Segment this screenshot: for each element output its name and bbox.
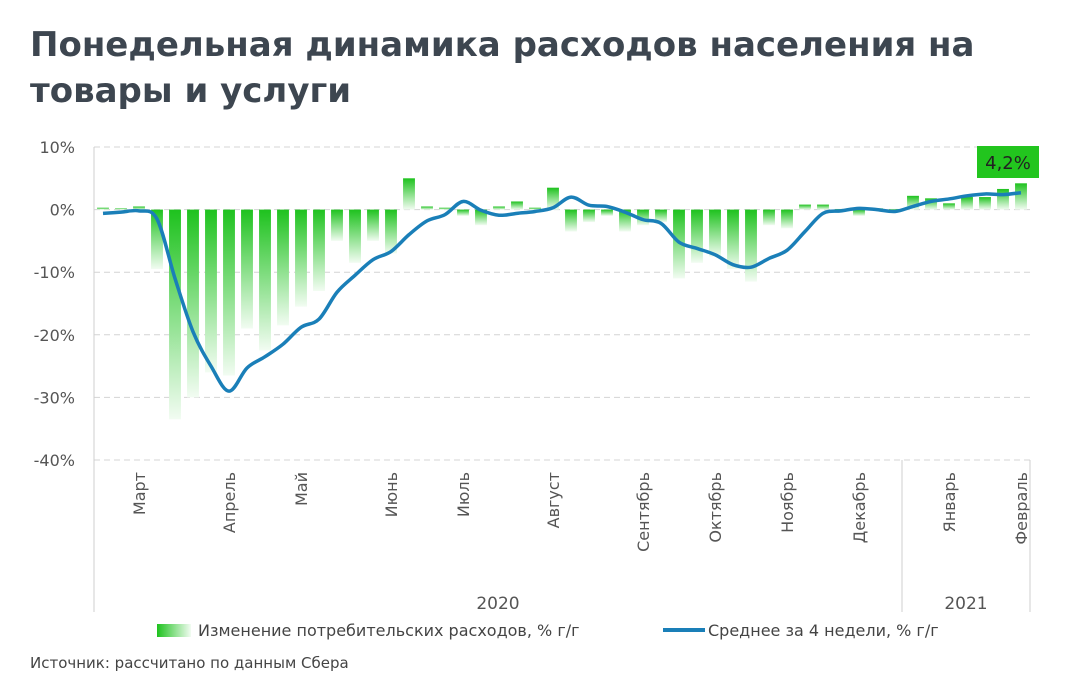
bar	[439, 207, 451, 210]
x-month-label: Июнь	[382, 472, 401, 517]
bar	[529, 207, 541, 210]
legend: Изменение потребительских расходов, % г/…	[157, 621, 939, 640]
chart-canvas: 10% 0% -10% -20% -30% -40% Март Апрель Май Июнь И…	[34, 138, 1039, 640]
bar	[187, 209, 199, 398]
bar	[241, 209, 253, 329]
bar	[619, 209, 631, 232]
bar	[817, 204, 829, 210]
x-axis: Март Апрель Май Июнь Июль Август Сентябрь Октяб…	[130, 460, 1031, 614]
source-note: Источник: рассчитано по данным Сбера	[30, 654, 349, 672]
bar	[331, 209, 343, 241]
y-tick-label: -10%	[34, 263, 75, 282]
x-month-label: Октябрь	[706, 472, 725, 543]
bar	[205, 209, 217, 373]
legend-swatch-bars	[157, 624, 191, 637]
x-month-label: Август	[544, 472, 563, 528]
bar	[979, 197, 991, 210]
x-month-label: Май	[292, 472, 311, 506]
bar	[313, 209, 325, 291]
legend-label-bars: Изменение потребительских расходов, % г/…	[198, 621, 580, 640]
bar	[745, 209, 757, 282]
x-month-label: Февраль	[1012, 472, 1031, 545]
bar	[709, 209, 721, 257]
avg-line	[102, 190, 1022, 393]
y-tick-label: 0%	[50, 201, 75, 220]
bar	[583, 209, 595, 223]
bar	[943, 203, 955, 210]
bar	[763, 209, 775, 226]
bar	[781, 209, 793, 229]
x-month-label: Июль	[454, 472, 473, 517]
bar	[547, 187, 559, 210]
bar	[367, 209, 379, 241]
bar	[493, 206, 505, 210]
bar	[1015, 183, 1027, 210]
bar	[925, 198, 937, 210]
x-month-label: Сентябрь	[634, 472, 653, 552]
y-tick-label: -30%	[34, 388, 75, 407]
bar	[277, 209, 289, 326]
y-tick-label: 10%	[39, 138, 75, 157]
bar	[475, 209, 487, 226]
annotation-label: 4,2%	[985, 153, 1031, 174]
x-month-label: Апрель	[220, 472, 239, 533]
bar	[691, 209, 703, 263]
bar	[853, 209, 865, 216]
last-value-annotation: 4,2%	[977, 146, 1039, 178]
bar	[223, 209, 235, 376]
bar	[169, 209, 181, 420]
bar	[151, 209, 163, 270]
bar	[961, 197, 973, 210]
legend-label-line: Среднее за 4 недели, % г/г	[708, 621, 939, 640]
bar	[601, 209, 613, 216]
bar	[511, 201, 523, 210]
bar	[385, 209, 397, 254]
y-axis: 10% 0% -10% -20% -30% -40%	[34, 138, 95, 612]
bar	[295, 209, 307, 307]
annotation-box	[977, 146, 1039, 178]
bar	[637, 209, 649, 226]
chart-title: Понедельная динамика расходов населения …	[30, 25, 975, 111]
x-month-label: Март	[130, 472, 149, 515]
bar	[997, 188, 1009, 210]
x-month-label: Декабрь	[850, 472, 869, 543]
line-series	[102, 190, 1022, 393]
bar	[457, 209, 469, 216]
y-tick-label: -20%	[34, 326, 75, 345]
bar	[421, 206, 433, 210]
y-tick-label: -40%	[34, 451, 75, 470]
x-month-label: Ноябрь	[778, 472, 797, 533]
bar	[655, 209, 667, 223]
bar	[97, 207, 109, 210]
x-year-label: 2021	[944, 594, 987, 614]
bar	[799, 204, 811, 210]
bar	[349, 209, 361, 263]
x-month-label: Январь	[940, 472, 959, 532]
bar	[259, 209, 271, 351]
bar	[115, 208, 127, 210]
x-year-label: 2020	[476, 594, 519, 614]
bar	[565, 209, 577, 232]
bar	[727, 209, 739, 270]
bar	[907, 195, 919, 210]
bar	[133, 206, 145, 210]
bar	[403, 178, 415, 210]
bar	[889, 208, 901, 210]
